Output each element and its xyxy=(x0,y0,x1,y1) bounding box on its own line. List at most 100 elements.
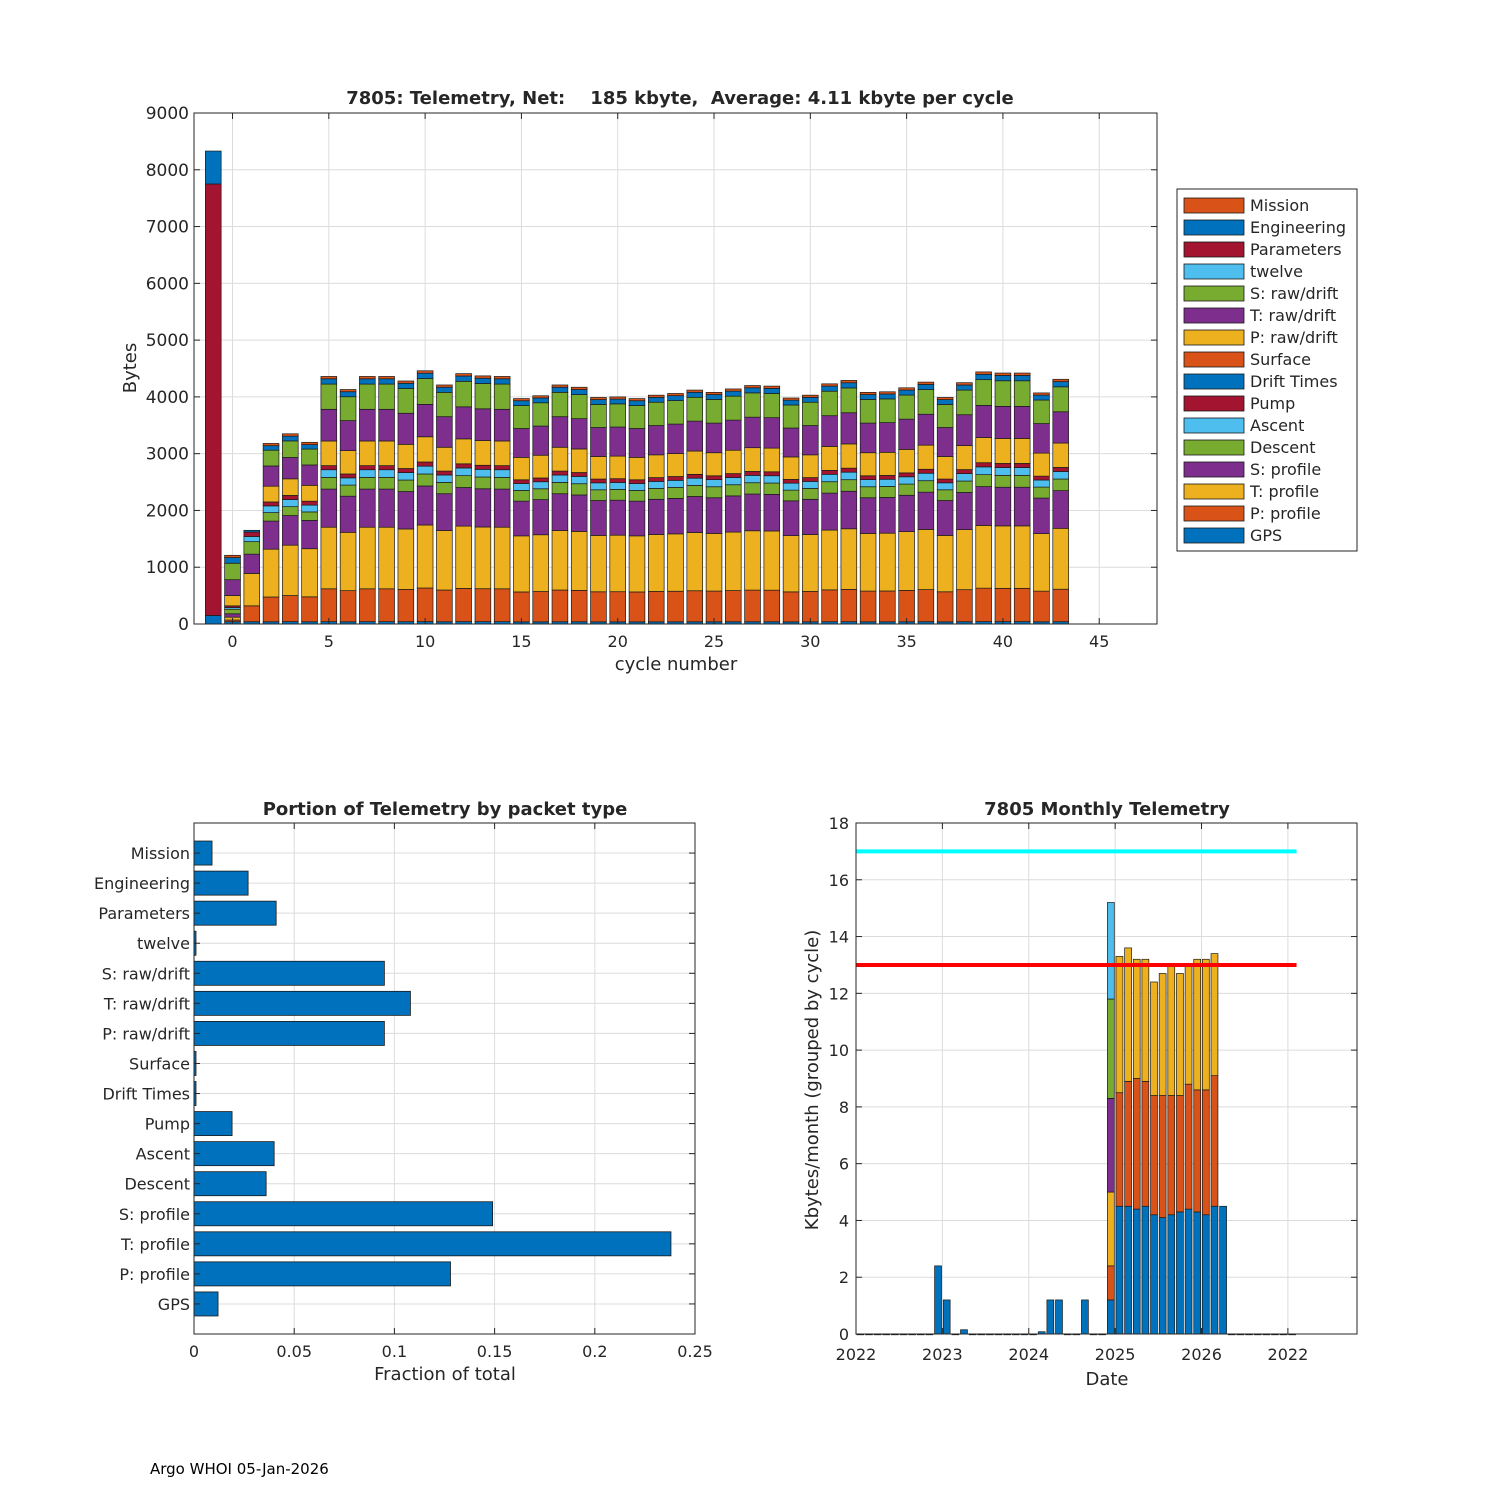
telemetry-bar-segment xyxy=(802,498,819,535)
monthly-bar-segment xyxy=(1107,1299,1115,1335)
telemetry-bar-segment xyxy=(667,395,684,401)
telemetry-bar-segment xyxy=(416,524,434,589)
telemetry-bar-segment xyxy=(339,396,357,421)
telemetry-bar-segment xyxy=(590,489,607,501)
telemetry-bar-segment xyxy=(282,499,299,508)
monthly-bar-segment xyxy=(1158,1095,1167,1218)
telemetry-bar-segment xyxy=(898,418,915,450)
telemetry-bar-segment xyxy=(859,486,877,499)
telemetry-bar-segment xyxy=(243,573,261,607)
telemetry-bar-segment xyxy=(782,535,800,593)
telemetry-bar-segment xyxy=(879,486,896,498)
telemetry-bar-segment xyxy=(378,408,395,442)
telemetry-bar-segment xyxy=(802,401,819,426)
telemetry-bar-segment xyxy=(821,385,838,392)
telemetry-bar-segment xyxy=(840,490,858,530)
telemetry-bar-segment xyxy=(802,454,819,478)
telemetry-bar-segment xyxy=(205,183,222,616)
telemetry-bar-segment xyxy=(590,535,607,593)
portion-xtick-label: 0.25 xyxy=(677,1342,713,1361)
telemetry-bar-segment xyxy=(320,440,338,466)
telemetry-bar-segment xyxy=(802,488,819,500)
telemetry-bar-segment xyxy=(840,380,858,384)
telemetry-bar-segment xyxy=(802,477,819,482)
telemetry-bar-segment xyxy=(1052,467,1069,472)
portion-xlabel: Fraction of total xyxy=(374,1364,516,1385)
telemetry-ytick-label: 8000 xyxy=(146,161,189,181)
telemetry-bar-segment xyxy=(378,488,395,528)
telemetry-bar-segment xyxy=(436,474,453,483)
monthly-bar-segment xyxy=(1210,1075,1219,1207)
monthly-ytick-label: 14 xyxy=(829,928,849,947)
telemetry-bar-segment xyxy=(397,589,415,623)
telemetry-legend-label: S: raw/drift xyxy=(1250,284,1338,303)
telemetry-bar-segment xyxy=(936,482,954,491)
telemetry-bar-segment xyxy=(879,451,896,476)
telemetry-bar-segment xyxy=(301,448,318,466)
telemetry-legend: Mission Engineering Parameters twelve S: raw… xyxy=(1176,188,1358,552)
telemetry-bar-segment xyxy=(493,440,511,466)
telemetry-legend-swatch xyxy=(1183,395,1245,412)
telemetry-bar-segment xyxy=(994,438,1012,464)
telemetry-bar-segment xyxy=(628,456,646,481)
telemetry-bar-segment xyxy=(474,488,492,528)
telemetry-bar-segment xyxy=(956,414,973,446)
telemetry-bar-segment xyxy=(513,500,530,537)
portion-xtick-label: 0.2 xyxy=(582,1342,607,1361)
telemetry-bar-segment xyxy=(609,398,626,405)
portion-xtick-label: 0 xyxy=(189,1342,199,1361)
telemetry-bar-segment xyxy=(821,469,838,475)
telemetry-bar-segment xyxy=(320,376,338,380)
telemetry-bar-segment xyxy=(301,504,318,513)
telemetry-bar-segment xyxy=(339,477,357,486)
monthly-bar-segment xyxy=(1046,1299,1055,1335)
monthly-bar-segment xyxy=(1107,1098,1115,1193)
monthly-ticks: 0 2 4 6 8 10 12 14 16 18 2022 2023 2024 2025 2026 2022 xyxy=(829,814,1357,1364)
portion-ytick-label: S: raw/drift xyxy=(102,964,190,983)
telemetry-bar-segment xyxy=(917,468,935,474)
portion-ytick-label: twelve xyxy=(137,934,190,953)
monthly-bar-segment xyxy=(1150,1095,1158,1216)
telemetry-bar-segment xyxy=(647,425,665,456)
telemetry-bar-segment xyxy=(763,589,781,623)
telemetry-bar-segment xyxy=(378,378,395,385)
telemetry-bar-segment xyxy=(647,591,665,623)
telemetry-bar-segment xyxy=(301,441,318,445)
telemetry-bar-segment xyxy=(763,447,781,473)
telemetry-bar-segment xyxy=(859,394,877,400)
telemetry-legend-label: Mission xyxy=(1250,196,1309,215)
telemetry-bar-segment xyxy=(840,412,858,445)
telemetry-bar-segment xyxy=(763,530,781,591)
telemetry-bar-segment xyxy=(956,473,973,482)
telemetry-legend-swatch xyxy=(1183,219,1245,236)
telemetry-bar-segment xyxy=(936,535,954,593)
telemetry-xtick-label: 20 xyxy=(608,632,628,651)
monthly-bar-segment xyxy=(1202,1214,1210,1335)
telemetry-bar-segment xyxy=(936,397,954,400)
telemetry-bar-segment xyxy=(493,465,511,471)
telemetry-bar-segment xyxy=(917,589,935,623)
monthly-ytick-label: 10 xyxy=(829,1041,849,1060)
monthly-bar-segment xyxy=(1115,1092,1124,1207)
telemetry-legend-swatch xyxy=(1183,373,1245,390)
telemetry-bar-segment xyxy=(898,389,915,396)
telemetry-bar-segment xyxy=(590,482,607,491)
telemetry-bar-segment xyxy=(840,467,858,473)
monthly-xtick-label: 2026 xyxy=(1181,1345,1222,1364)
telemetry-ytick-label: 9000 xyxy=(146,104,189,124)
telemetry-bar-segment xyxy=(686,485,704,497)
telemetry-bar-segment xyxy=(994,375,1012,382)
telemetry-bar-segment xyxy=(705,399,723,424)
telemetry-bar-segment xyxy=(474,440,492,466)
telemetry-ytick-label: 2000 xyxy=(146,501,189,521)
telemetry-bar-segment xyxy=(474,383,492,410)
telemetry-legend-label: Descent xyxy=(1250,438,1316,457)
telemetry-bar-segment xyxy=(609,489,626,501)
telemetry-bar-segment xyxy=(436,530,453,591)
telemetry-bar-segment xyxy=(647,534,665,592)
telemetry-bar-segment xyxy=(205,615,222,625)
telemetry-bar-segment xyxy=(705,422,723,454)
telemetry-bar-segment xyxy=(551,446,569,472)
telemetry-bar-segment xyxy=(686,590,704,623)
telemetry-bar-segment xyxy=(744,392,761,418)
